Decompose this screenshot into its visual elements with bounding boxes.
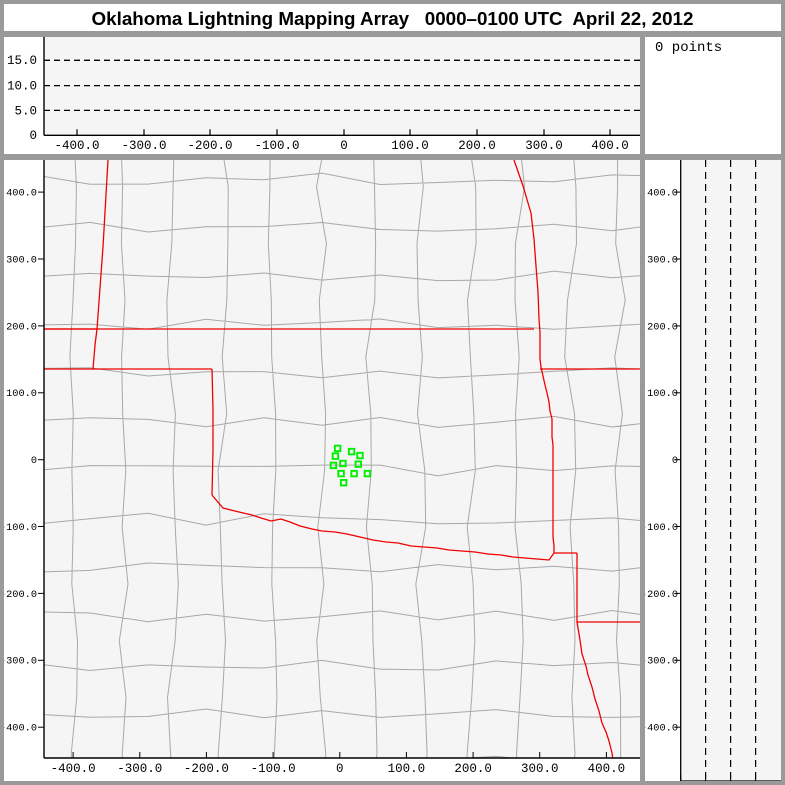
svg-text:400.0: 400.0: [647, 188, 678, 200]
svg-text:-300.0: -300.0: [121, 139, 166, 153]
svg-text:400.0: 400.0: [588, 762, 626, 776]
svg-text:100.0: 100.0: [647, 388, 678, 400]
svg-text:400.0: 400.0: [591, 139, 629, 153]
svg-text:200.0: 200.0: [6, 321, 37, 333]
svg-text:-300.0: -300.0: [117, 762, 162, 776]
svg-text:-200.0: -200.0: [4, 589, 37, 601]
svg-text:300.0: 300.0: [525, 139, 563, 153]
svg-text:400.0: 400.0: [6, 188, 37, 200]
svg-text:0: 0: [340, 139, 348, 153]
svg-text:5.0: 5.0: [14, 105, 37, 119]
svg-text:100.0: 100.0: [388, 762, 426, 776]
svg-text:200.0: 200.0: [647, 321, 678, 333]
svg-text:10.0: 10.0: [7, 80, 37, 94]
svg-text:0: 0: [29, 129, 37, 143]
svg-text:-100.0: -100.0: [251, 762, 296, 776]
svg-text:-100.0: -100.0: [4, 522, 37, 534]
svg-text:300.0: 300.0: [6, 254, 37, 266]
svg-text:-400.0: -400.0: [51, 762, 96, 776]
svg-text:-400.0: -400.0: [645, 723, 678, 735]
svg-text:100.0: 100.0: [6, 388, 37, 400]
svg-text:0: 0: [31, 455, 37, 467]
svg-text:-200.0: -200.0: [184, 762, 229, 776]
svg-text:-100.0: -100.0: [645, 522, 678, 534]
svg-text:-400.0: -400.0: [54, 139, 99, 153]
svg-text:-200.0: -200.0: [645, 589, 678, 601]
svg-text:-200.0: -200.0: [187, 139, 232, 153]
svg-text:0: 0: [336, 762, 344, 776]
svg-text:300.0: 300.0: [521, 762, 559, 776]
svg-text:200.0: 200.0: [458, 139, 496, 153]
svg-text:-100.0: -100.0: [254, 139, 299, 153]
svg-text:100.0: 100.0: [391, 139, 429, 153]
svg-text:15.0: 15.0: [7, 54, 37, 68]
svg-text:200.0: 200.0: [454, 762, 492, 776]
svg-text:-300.0: -300.0: [645, 656, 678, 668]
svg-text:300.0: 300.0: [647, 254, 678, 266]
svg-text:0: 0: [672, 455, 678, 467]
svg-text:-400.0: -400.0: [4, 723, 37, 735]
svg-text:-300.0: -300.0: [4, 656, 37, 668]
